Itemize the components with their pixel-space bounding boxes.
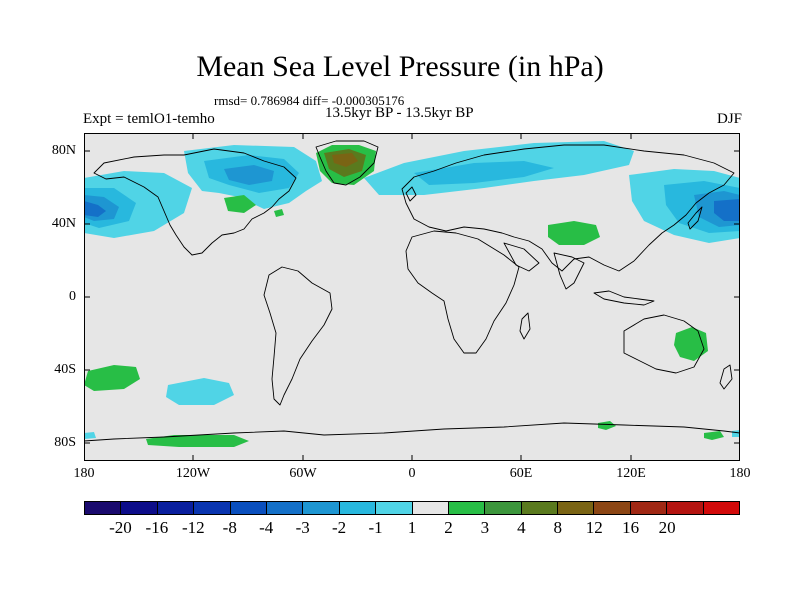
coastlines [84, 140, 740, 442]
southern-ocean-high-a [146, 435, 249, 447]
x-tick-label: 180 [73, 466, 95, 481]
colorbar-swatch [558, 502, 595, 514]
colorbar-swatch [194, 502, 231, 514]
colorbar-swatch [594, 502, 631, 514]
north-america-coast [93, 148, 297, 256]
colorbar [84, 501, 740, 515]
season-label: DJF [716, 111, 742, 127]
subtitle: 13.5kyr BP - 13.5kyr BP [325, 105, 474, 121]
colorbar-swatch [448, 502, 486, 514]
south-america-coast [263, 266, 333, 406]
uk-coast [405, 186, 417, 202]
colorbar-label: 8 [553, 518, 563, 537]
colorbar-label: -3 [295, 518, 310, 537]
y-tick-label: 80N [51, 143, 76, 158]
negative-anomaly-regions [84, 141, 740, 405]
colorbar-swatch [266, 502, 304, 514]
colorbar-swatch [703, 502, 740, 514]
colorbar-label: -1 [368, 518, 383, 537]
australia-coast [623, 314, 705, 374]
colorbar-swatch [521, 502, 559, 514]
arabia-coast [503, 242, 540, 272]
colorbar-label: 3 [480, 518, 490, 537]
india-coast [553, 252, 585, 290]
x-tick-label: 120E [616, 466, 646, 481]
x-tick-label: 120W [175, 466, 211, 481]
stats-text: rmsd= 0.786984 diff= -0.000305176 [214, 93, 405, 108]
map-panel [84, 133, 740, 461]
colorbar-swatch [303, 502, 340, 514]
colorbar-swatch [339, 502, 377, 514]
colorbar-swatch [230, 502, 267, 514]
colorbar-swatch [630, 502, 668, 514]
colorbar-swatch [667, 502, 704, 514]
eurasia-coast [401, 144, 735, 272]
experiment-label: Expt = temlO1-temho [83, 111, 215, 127]
colorbar-swatch [157, 502, 195, 514]
colorbar-label: -2 [332, 518, 347, 537]
y-tick-label: 0 [69, 289, 76, 304]
colorbar-label: -8 [222, 518, 237, 537]
colorbar-label: 2 [444, 518, 453, 537]
greenland-coast [315, 140, 379, 186]
chart-title: Mean Sea Level Pressure (in hPa) [196, 50, 604, 83]
colorbar-label: -4 [259, 518, 274, 537]
y-tick-label: 40S [54, 362, 76, 377]
new-zealand-coast [719, 364, 733, 390]
x-tick-label: 60W [289, 466, 317, 481]
colorbar-label: 20 [658, 518, 676, 537]
colorbar-label: -20 [109, 518, 132, 537]
colorbar-label: -12 [181, 518, 205, 537]
indonesia-coast [593, 290, 655, 306]
southern-ocean-high-c [704, 431, 724, 440]
madagascar-coast [519, 312, 531, 340]
map-frame [84, 133, 740, 461]
colorbar-swatch [376, 502, 413, 514]
x-tick-label: 180 [729, 466, 751, 481]
southern-ocean-high-b [598, 421, 616, 430]
africa-coast [405, 230, 520, 354]
colorbar-swatch [412, 502, 449, 514]
colorbar-swatch [85, 502, 122, 514]
colorbar-swatch [485, 502, 522, 514]
colorbar-swatch [121, 502, 158, 514]
colorbar-label: 4 [517, 518, 526, 537]
y-tick-label: 80S [54, 435, 76, 450]
colorbar-label: -16 [145, 518, 169, 537]
colorbar-label: 1 [407, 518, 417, 537]
south-pacific-high [84, 365, 140, 391]
japan-coast [687, 206, 703, 230]
colorbar-label: 16 [622, 518, 640, 537]
south-pacific-low [166, 378, 234, 405]
x-tick-label: 0 [408, 466, 416, 481]
colorbar-label: 12 [585, 518, 603, 537]
antarctica-coast [84, 422, 740, 442]
x-tick-label: 60E [509, 466, 533, 481]
y-tick-label: 40N [51, 216, 76, 231]
central-asia-high [548, 221, 600, 245]
